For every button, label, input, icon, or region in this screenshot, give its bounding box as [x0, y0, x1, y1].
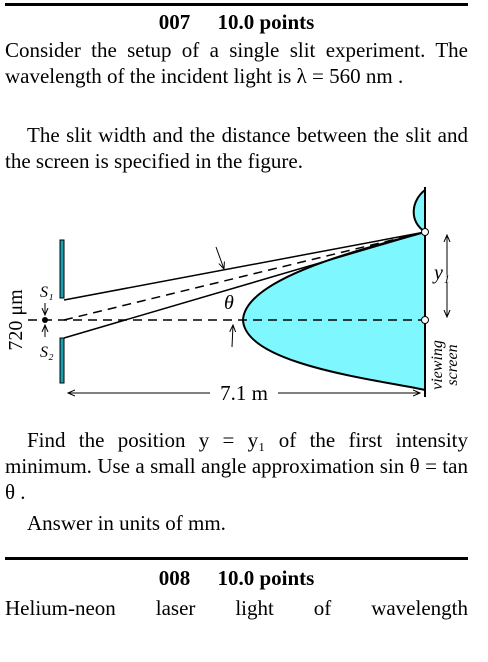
- label: S₂: [40, 344, 54, 361]
- point: [421, 228, 429, 236]
- dot: [42, 317, 48, 323]
- problem-points: 10.0 points: [217, 566, 315, 590]
- answer-units: Answer in units of mm.: [27, 511, 226, 535]
- problem-number: 007: [158, 10, 191, 34]
- barrier: [59, 239, 65, 299]
- label: 720 μm: [5, 289, 27, 351]
- ray: [63, 231, 426, 301]
- label: 7.1 m: [220, 381, 268, 405]
- rule: [5, 557, 468, 560]
- problem-points: 10.0 points: [217, 10, 315, 34]
- ray: [63, 231, 426, 321]
- problem-header: 008 10.0 points: [5, 566, 468, 591]
- arrow: [232, 325, 233, 348]
- paragraph: Consider the setup of a single slit expe…: [5, 38, 468, 88]
- ray: [63, 231, 426, 339]
- barrier: [59, 337, 65, 384]
- label: θ: [224, 292, 234, 314]
- arrow: [215, 246, 224, 269]
- problem-header: 007 10.0 points: [5, 10, 468, 35]
- rule: [5, 3, 468, 6]
- question: Find the position y = y₁ of the first in…: [5, 428, 468, 504]
- paragraph: The slit width and the distance between …: [5, 123, 468, 173]
- problem-number: 008: [158, 566, 191, 590]
- label: S₁: [40, 284, 54, 301]
- intensity-pattern: [241, 187, 428, 392]
- label: viewing: [429, 340, 446, 390]
- point: [421, 316, 429, 324]
- label: y₁: [432, 262, 450, 284]
- paragraph: Helium-neon laser light of wavelength: [5, 596, 468, 620]
- label: screen: [444, 344, 461, 385]
- figure: S₁ S₂ θ y₁ 720 μm 7.1 m viewing screen: [5, 187, 461, 405]
